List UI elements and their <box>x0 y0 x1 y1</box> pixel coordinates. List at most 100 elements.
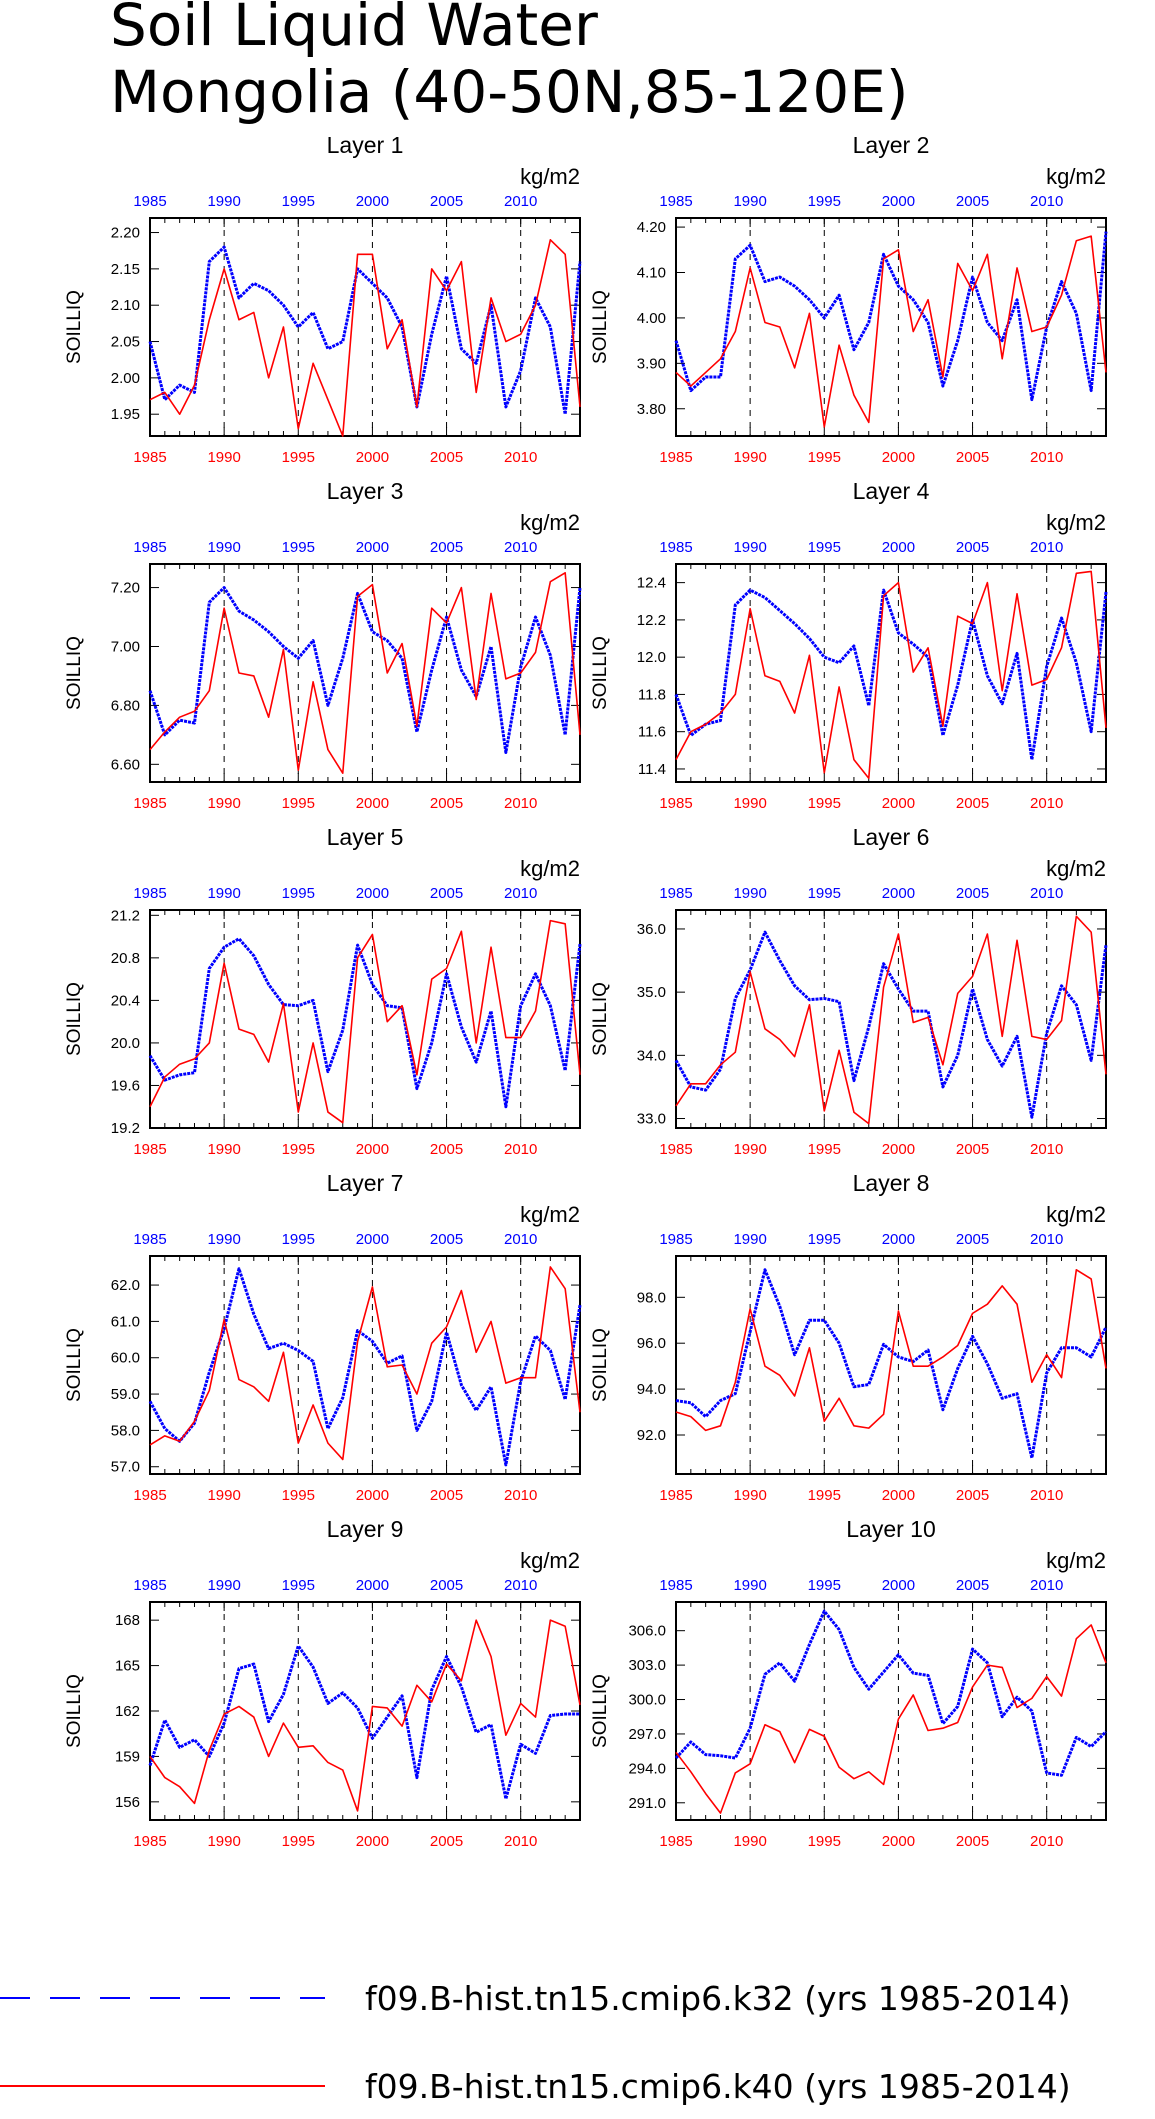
legend-k40-label: f09.B-hist.tn15.cmip6.k40 (yrs 1985-2014… <box>365 2067 1071 2106</box>
x-tick-label-top: 2005 <box>430 1231 463 1248</box>
legend-k32-label: f09.B-hist.tn15.cmip6.k32 (yrs 1985-2014… <box>365 1979 1071 2018</box>
x-tick-label-top: 2010 <box>1030 193 1063 210</box>
units-label: kg/m2 <box>1046 856 1106 881</box>
x-tick-label-bottom: 1995 <box>282 1833 315 1850</box>
units-label: kg/m2 <box>1046 510 1106 535</box>
panel-layer-5: Layer 5 kg/m2 SOILLIQ 1985 1985 1990 1990 1995 1… <box>64 824 582 1158</box>
x-tick-label-top: 1990 <box>207 1231 240 1248</box>
panels-group: Layer 1 kg/m2 SOILLIQ 1985 1985 1990 1990 1995 1… <box>64 132 1108 1850</box>
panel-title: Layer 9 <box>327 1516 404 1542</box>
x-tick-label-bottom: 1995 <box>282 1487 315 1504</box>
series-k32-line <box>674 588 1108 762</box>
y-tick-label: 20.0 <box>111 1035 140 1052</box>
x-tick-label-top: 1995 <box>808 193 841 210</box>
x-tick-label-top: 1995 <box>282 885 315 902</box>
x-tick-label-top: 2000 <box>356 193 389 210</box>
x-tick-label-top: 1995 <box>808 539 841 556</box>
plot-frame <box>149 1601 581 1821</box>
x-tick-label-top: 2005 <box>956 885 989 902</box>
x-tick-label-bottom: 2000 <box>356 1487 389 1504</box>
x-tick-label-bottom: 2005 <box>430 449 463 466</box>
y-tick-label: 12.2 <box>637 612 666 629</box>
y-axis-label: SOILLIQ <box>64 982 85 1056</box>
panel-title: Layer 10 <box>846 1516 936 1542</box>
y-tick-label: 4.00 <box>637 310 666 327</box>
y-tick-label: 159 <box>115 1748 140 1765</box>
x-tick-label-bottom: 2000 <box>882 1141 915 1158</box>
series-k40-line <box>149 1266 581 1461</box>
units-label: kg/m2 <box>520 856 580 881</box>
panel-layer-8: Layer 8 kg/m2 SOILLIQ 1985 1985 1990 1990 1995 1… <box>590 1170 1108 1504</box>
x-tick-label-bottom: 1985 <box>133 795 166 812</box>
x-tick-label-top: 1990 <box>733 1577 766 1594</box>
y-tick-label: 306.0 <box>628 1623 666 1640</box>
x-tick-label-bottom: 2010 <box>1030 1833 1063 1850</box>
y-tick-label: 19.6 <box>111 1077 140 1094</box>
x-tick-label-top: 2010 <box>1030 1231 1063 1248</box>
units-label: kg/m2 <box>1046 1202 1106 1227</box>
x-tick-label-bottom: 2010 <box>504 795 537 812</box>
x-tick-label-bottom: 2005 <box>956 1833 989 1850</box>
y-axis-label: SOILLIQ <box>590 290 611 364</box>
y-tick-label: 168 <box>115 1612 140 1629</box>
x-tick-label-bottom: 1990 <box>207 1141 240 1158</box>
x-tick-label-bottom: 2000 <box>882 795 915 812</box>
x-tick-label-bottom: 1995 <box>808 449 841 466</box>
x-tick-label-bottom: 2005 <box>956 795 989 812</box>
x-tick-label-bottom: 2010 <box>504 1487 537 1504</box>
y-tick-label: 300.0 <box>628 1692 666 1709</box>
y-tick-label: 57.0 <box>111 1459 140 1476</box>
y-tick-label: 98.0 <box>637 1289 666 1306</box>
x-tick-label-top: 1995 <box>282 1231 315 1248</box>
x-tick-label-top: 1995 <box>282 193 315 210</box>
x-tick-label-top: 2000 <box>882 1577 915 1594</box>
x-tick-label-top: 2005 <box>430 193 463 210</box>
x-tick-label-top: 1995 <box>808 1577 841 1594</box>
panel-layer-10: Layer 10 kg/m2 SOILLIQ 1985 1985 1990 1990 1995… <box>590 1516 1108 1850</box>
y-tick-label: 59.0 <box>111 1386 140 1403</box>
series-k32-line <box>674 1609 1108 1777</box>
x-tick-label-bottom: 1985 <box>659 1833 692 1850</box>
x-tick-label-bottom: 1995 <box>808 1487 841 1504</box>
plot-frame <box>149 1255 581 1475</box>
x-tick-label-top: 2010 <box>1030 1577 1063 1594</box>
x-tick-label-top: 1990 <box>207 1577 240 1594</box>
panel-title: Layer 5 <box>327 824 404 850</box>
x-tick-label-top: 1995 <box>282 539 315 556</box>
x-tick-label-top: 1985 <box>133 1231 166 1248</box>
x-tick-label-bottom: 2000 <box>356 1833 389 1850</box>
y-tick-label: 61.0 <box>111 1313 140 1330</box>
x-tick-label-bottom: 2005 <box>956 1141 989 1158</box>
legend: f09.B-hist.tn15.cmip6.k32 (yrs 1985-2014… <box>0 1979 1071 2106</box>
figure-title-line2: Mongolia (40-50N,85-120E) <box>110 58 909 126</box>
series-k40-line <box>149 572 581 774</box>
x-tick-label-bottom: 1985 <box>659 1141 692 1158</box>
panel-title: Layer 4 <box>853 478 930 504</box>
x-tick-label-top: 2005 <box>956 193 989 210</box>
y-tick-label: 11.8 <box>638 686 666 703</box>
x-tick-label-bottom: 2010 <box>504 449 537 466</box>
panel-title: Layer 2 <box>853 132 930 158</box>
x-tick-label-top: 2010 <box>504 1577 537 1594</box>
x-tick-label-top: 2010 <box>504 539 537 556</box>
plot-frame <box>149 909 581 1129</box>
series-k32-line <box>148 586 582 755</box>
x-tick-label-bottom: 2010 <box>1030 1141 1063 1158</box>
series-k32-line <box>674 930 1108 1119</box>
y-tick-label: 62.0 <box>111 1277 140 1294</box>
panel-layer-7: Layer 7 kg/m2 SOILLIQ 1985 1985 1990 1990 1995 1… <box>64 1170 582 1504</box>
x-tick-label-bottom: 2000 <box>356 449 389 466</box>
x-tick-label-top: 2010 <box>1030 539 1063 556</box>
x-tick-label-bottom: 1985 <box>659 1487 692 1504</box>
x-tick-label-top: 1985 <box>659 1231 692 1248</box>
panel-layer-9: Layer 9 kg/m2 SOILLIQ 1985 1985 1990 1990 1995 1… <box>64 1516 581 1850</box>
x-tick-label-top: 2005 <box>956 539 989 556</box>
x-tick-label-bottom: 1985 <box>133 1833 166 1850</box>
x-tick-label-bottom: 1995 <box>282 795 315 812</box>
x-tick-label-top: 2000 <box>882 1231 915 1248</box>
y-tick-label: 6.80 <box>111 697 140 714</box>
y-tick-label: 11.6 <box>638 724 666 741</box>
x-tick-label-top: 1985 <box>659 885 692 902</box>
x-tick-label-top: 1995 <box>282 1577 315 1594</box>
